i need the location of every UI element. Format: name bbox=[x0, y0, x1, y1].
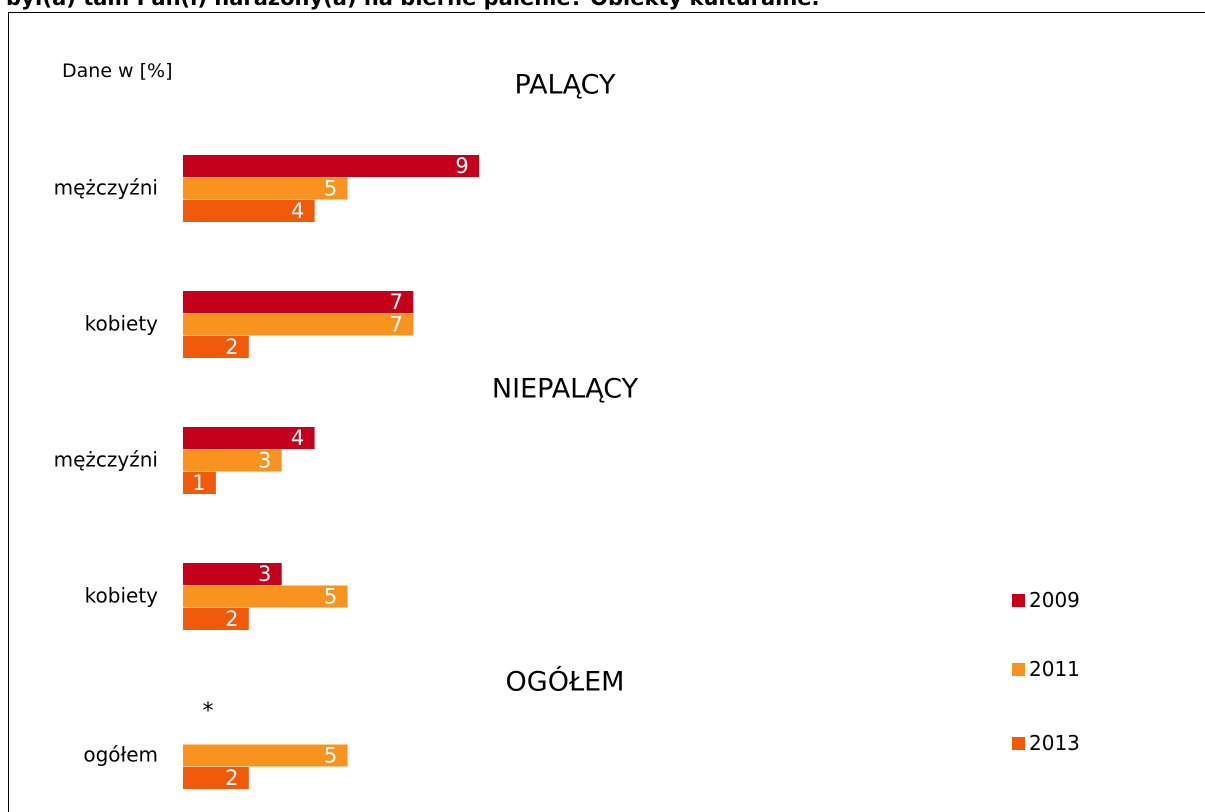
data-label: 2 bbox=[225, 766, 238, 790]
legend-swatch bbox=[1012, 594, 1025, 607]
bar-2013 bbox=[183, 767, 249, 789]
category-label: ogółem bbox=[83, 743, 158, 767]
data-label: 5 bbox=[324, 744, 337, 768]
category-label: mężczyźni bbox=[54, 176, 158, 200]
data-label: 2 bbox=[225, 607, 238, 631]
bar-2011 bbox=[183, 313, 414, 336]
data-label: 9 bbox=[455, 154, 468, 178]
data-label: 4 bbox=[291, 199, 304, 223]
bar-2011 bbox=[183, 449, 282, 472]
bar-2011 bbox=[183, 744, 348, 767]
data-label: 5 bbox=[324, 177, 337, 201]
category-label: kobiety bbox=[85, 584, 159, 608]
data-label: 3 bbox=[258, 449, 271, 473]
bar-chart: PALĄCYmężczyźni954kobiety772NIEPALĄCYmęż… bbox=[54, 70, 639, 791]
legend-item-2009: 2009 bbox=[1012, 588, 1080, 612]
bar-2013 bbox=[183, 472, 216, 494]
category-label: kobiety bbox=[85, 312, 159, 336]
group-title: PALĄCY bbox=[515, 70, 616, 101]
bar-2009 bbox=[183, 291, 414, 313]
legend-label: 2011 bbox=[1029, 657, 1080, 681]
legend-swatch bbox=[1012, 663, 1025, 676]
data-label: 7 bbox=[390, 313, 403, 337]
data-label: 4 bbox=[291, 426, 304, 450]
legend-item-2011: 2011 bbox=[1012, 657, 1080, 681]
data-unit-note: Dane w [%] bbox=[62, 60, 173, 82]
category-label: mężczyźni bbox=[54, 448, 158, 472]
data-label: 1 bbox=[192, 471, 205, 495]
group-title: OGÓŁEM bbox=[506, 666, 625, 698]
legend-swatch bbox=[1012, 737, 1025, 750]
page-title: był(a) tam Pan(i) narażony(a) na bierne … bbox=[6, 0, 1205, 10]
legend-item-2013: 2013 bbox=[1012, 731, 1080, 755]
legend-label: 2013 bbox=[1029, 731, 1080, 755]
data-label: 2 bbox=[225, 335, 238, 359]
legend-label: 2009 bbox=[1029, 588, 1080, 612]
bar-2009 bbox=[183, 563, 282, 585]
no-data-marker: * bbox=[203, 699, 214, 724]
bar-2013 bbox=[183, 200, 315, 222]
bar-2011 bbox=[183, 177, 348, 200]
bar-2011 bbox=[183, 585, 348, 608]
bar-2013 bbox=[183, 336, 249, 358]
bar-2009 bbox=[183, 155, 480, 177]
data-label: 5 bbox=[324, 585, 337, 609]
group-title: NIEPALĄCY bbox=[492, 374, 639, 405]
data-label: 7 bbox=[390, 290, 403, 314]
chart-frame bbox=[8, 12, 1205, 812]
bar-2013 bbox=[183, 608, 249, 630]
data-label: 3 bbox=[258, 562, 271, 586]
bar-2009 bbox=[183, 427, 315, 449]
